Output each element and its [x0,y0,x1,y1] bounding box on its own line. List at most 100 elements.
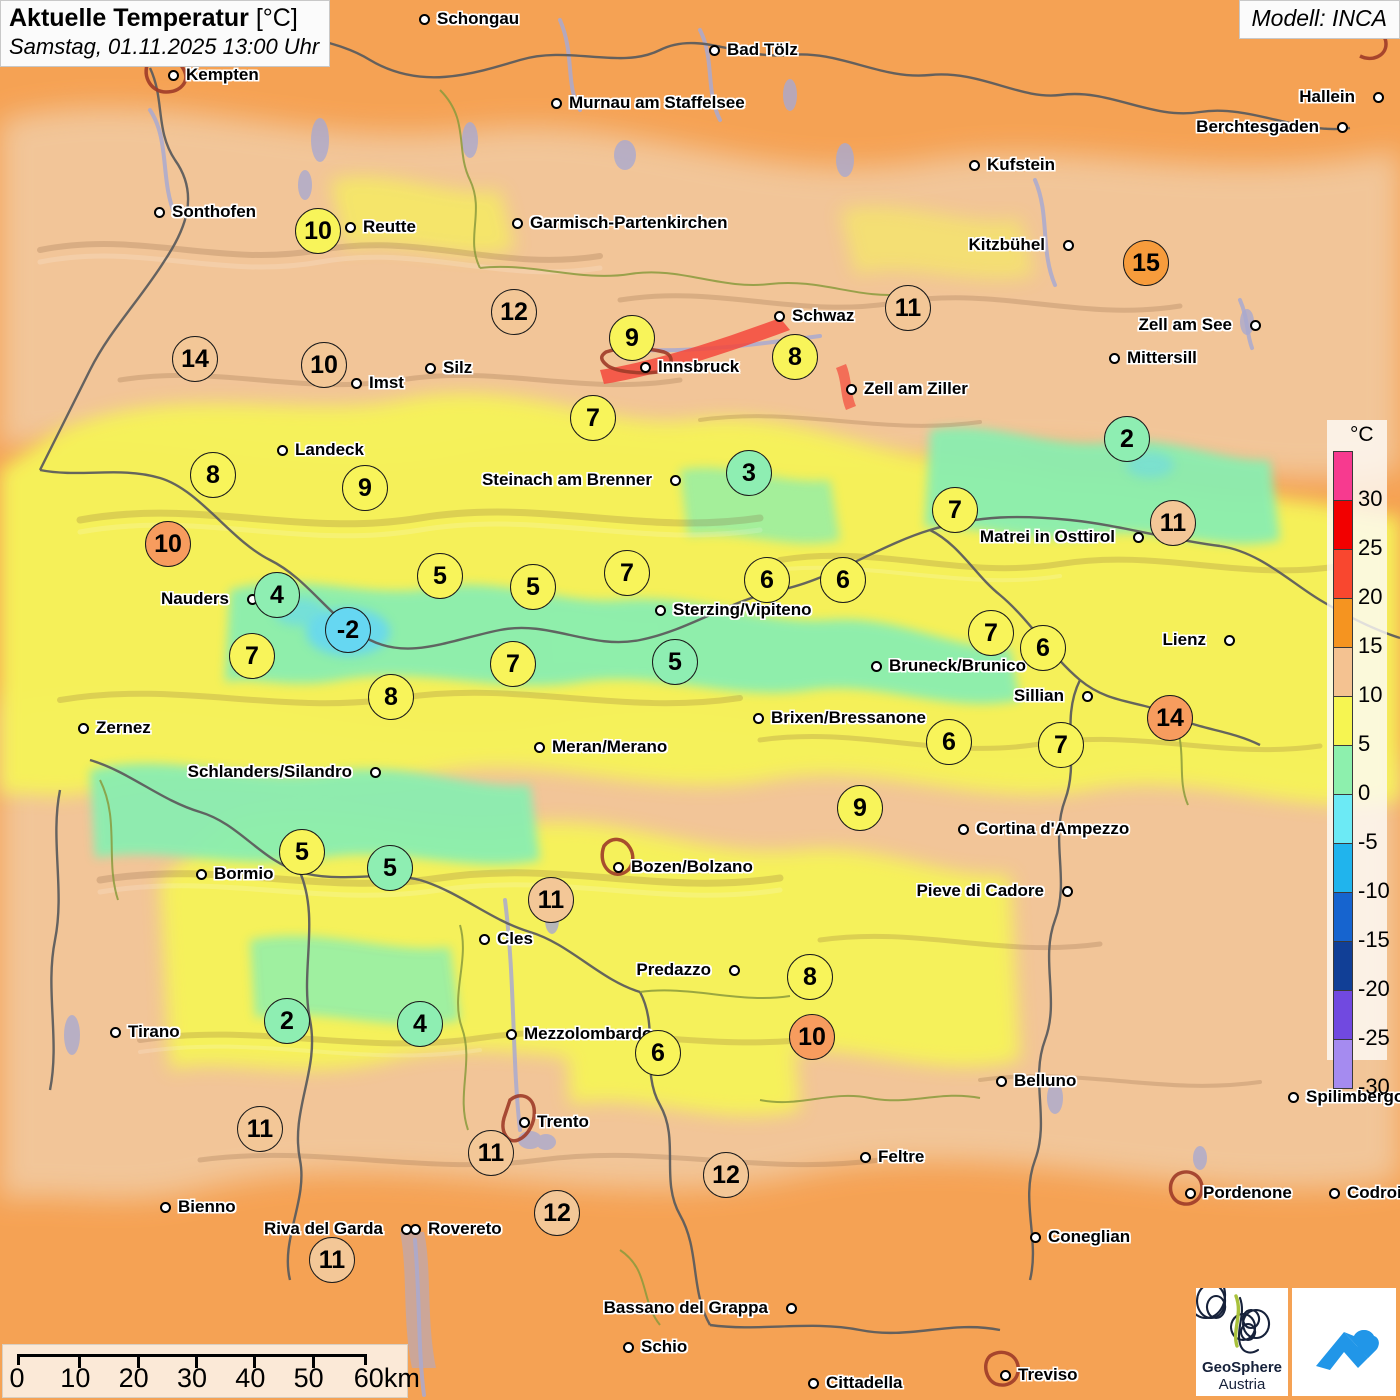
temperature-marker: 6 [744,557,790,603]
temperature-marker: 7 [570,395,616,441]
city-label: Belluno [1014,1071,1077,1090]
city-label: Hallein [1299,87,1355,106]
city-dot-icon [370,767,381,778]
city-label: Garmisch-Partenkirchen [530,213,728,232]
scale-label: 50 [293,1363,324,1393]
city-label: Pieve di Cadore [916,881,1044,900]
city-label: Bienno [178,1197,236,1216]
city-label: Landeck [295,440,364,459]
scale-bar-rule [17,1354,367,1368]
legend-band-label: -10 [1358,878,1390,903]
city-label: Spilimbergo [1306,1087,1400,1106]
temperature-marker: 5 [279,829,325,875]
temperature-marker: 10 [789,1014,835,1060]
city-dot-icon [969,160,980,171]
city-label: Imst [369,373,404,392]
geosphere-sub-text: Austria [1218,1376,1266,1393]
temperature-marker: 11 [885,285,931,331]
city-dot-icon [419,14,430,25]
city-dot-icon [1109,353,1120,364]
city-label: Pordenone [1203,1183,1292,1202]
city-dot-icon [479,934,490,945]
city-label: Sterzing/Vipiteno [673,600,812,619]
city-dot-icon [808,1378,819,1389]
scale-label: 10 [60,1363,91,1393]
city-label: Bassano del Grappa [603,1298,768,1317]
temperature-marker: 10 [295,208,341,254]
temperature-marker: 11 [1150,500,1196,546]
scale-tick [78,1357,82,1368]
temperature-marker: 5 [367,845,413,891]
city-dot-icon [154,207,165,218]
city-dot-icon [1030,1232,1041,1243]
legend-band: 25 [1333,500,1382,560]
city-label: Schwaz [792,306,855,325]
city-dot-icon [1288,1092,1299,1103]
city-dot-icon [623,1342,634,1353]
city-dot-icon [1082,691,1093,702]
city-dot-icon [846,384,857,395]
legend-band: -25 [1333,990,1390,1050]
temperature-marker: 8 [368,674,414,720]
temperature-marker: 11 [237,1106,283,1152]
city-label: Murnau am Staffelsee [569,93,745,112]
legend-band: -5 [1333,794,1378,854]
city-label: Cles [497,929,533,948]
legend-band-label: 0 [1358,780,1371,805]
city-label: Silz [443,358,473,377]
city-label: Mittersill [1127,348,1197,367]
city-dot-icon [1373,92,1384,103]
city-dot-icon [1329,1188,1340,1199]
legend-band: 10 [1333,647,1382,707]
city-label: Trento [537,1112,589,1131]
scale-bar: 0 10 20 30 40 50 60km [2,1344,420,1398]
city-dot-icon [774,311,785,322]
temperature-marker: 9 [837,785,883,831]
city-dot-icon [709,45,720,56]
city-dot-icon [729,965,740,976]
legend-band: 5 [1333,696,1370,756]
legend-band: -30 [1333,1039,1390,1099]
temperature-marker: 5 [510,564,556,610]
legend-band-label: -20 [1358,976,1390,1001]
scale-label: 0 [9,1363,25,1393]
city-dot-icon [1133,532,1144,543]
city-dot-icon [78,723,89,734]
city-label: Bormio [214,864,274,883]
temperature-marker: 12 [703,1152,749,1198]
model-label: Modell: INCA [1238,0,1400,39]
legend-band-label: 20 [1358,584,1383,609]
city-label: Lienz [1162,630,1206,649]
temperature-marker: 2 [1104,416,1150,462]
city-label: Feltre [878,1147,925,1166]
legend-band: 30 [1333,451,1382,511]
city-label: Berchtesgaden [1196,117,1319,136]
city-dot-icon [168,70,179,81]
city-dot-icon [506,1029,517,1040]
city-dot-icon [410,1224,421,1235]
city-label: Cittadella [826,1373,903,1392]
temperature-marker: -2 [325,607,371,653]
scale-label: 20 [118,1363,149,1393]
city-dot-icon [512,218,523,229]
scale-label: 60km [353,1363,420,1393]
temperature-marker: 6 [820,557,866,603]
city-label: Schio [641,1337,688,1356]
city-label: Sonthofen [172,202,257,221]
temperature-marker: 8 [787,954,833,1000]
temperature-marker: 14 [1147,695,1193,741]
temperature-marker: 12 [491,289,537,335]
city-label: Innsbruck [658,357,740,376]
city-dot-icon [1250,320,1261,331]
city-dot-icon [958,824,969,835]
scale-label: 40 [235,1363,266,1393]
temperature-marker: 5 [652,639,698,685]
city-label: Kufstein [987,155,1055,174]
temperature-marker: 8 [772,334,818,380]
city-dot-icon [110,1027,121,1038]
city-dot-icon [551,98,562,109]
temperature-marker: 5 [417,553,463,599]
legend-band: 15 [1333,598,1382,658]
legend-band-label: 25 [1358,535,1383,560]
city-dot-icon [519,1117,530,1128]
